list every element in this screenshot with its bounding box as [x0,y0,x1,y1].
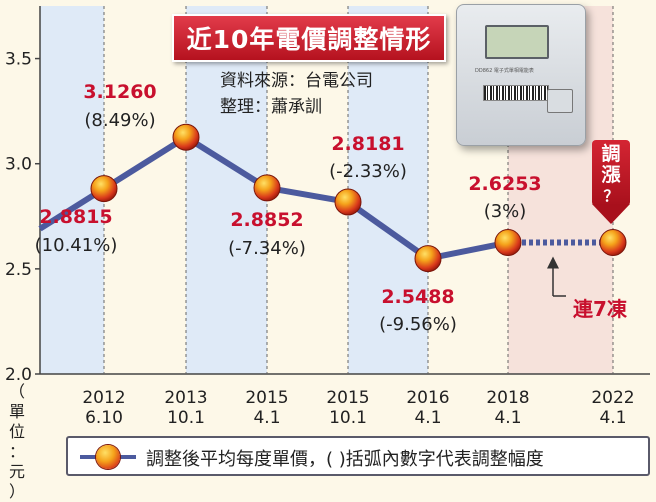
callout-char: 調 [601,143,621,165]
raise-callout: 調漲？ [592,140,630,226]
x-tick-line: 2018 [486,388,529,408]
unit-char: ） [8,482,25,501]
change-label: (8.49%) [84,110,155,131]
source-block: 資料來源：台電公司 整理：蕭承訓 [220,68,373,120]
unit-char: 元 [8,462,25,481]
x-tick-label: 2018 4.1 [486,388,529,428]
value-label: 2.5488 [381,286,454,308]
x-tick-line: 10.1 [167,408,205,428]
callout-text: 調漲？ [592,144,630,207]
data-marker [90,175,118,203]
x-tick-line: 6.10 [85,408,123,428]
unit-char: （ [8,382,25,401]
x-tick-line: 2022 [591,388,634,408]
data-marker [334,188,362,216]
y-tick-label: 3.5 [5,50,32,70]
column-band [186,6,267,374]
source-line: 資料來源：台電公司 [220,71,373,91]
x-tick-line: 4.1 [599,408,626,428]
x-tick-line: 10.1 [329,408,367,428]
x-tick-line: 2015 [245,388,288,408]
editor-line: 整理：蕭承訓 [220,97,322,117]
x-tick-label: 2015 10.1 [326,388,369,428]
legend: 調整後平均每度單價，( )括弧內數字代表調整幅度 [66,436,650,476]
value-label: 2.8852 [230,209,303,231]
title-banner: 近10年電價調整情形 [172,14,446,62]
x-tick-label: 2015 4.1 [245,388,288,428]
value-label: 2.6253 [468,173,541,195]
data-marker [414,245,442,273]
value-label: 3.1260 [83,81,156,103]
change-label: (-9.56%) [379,314,457,335]
change-label: (-7.34%) [228,238,306,259]
callout-arrow-icon [592,204,630,224]
y-tick-label: 3.0 [5,155,32,175]
x-tick-line: 4.1 [414,408,441,428]
data-marker [599,229,627,257]
x-tick-line: 2016 [406,388,449,408]
x-tick-line: 2015 [326,388,369,408]
freeze-arrow-head-icon [547,256,559,269]
column-band [348,6,428,374]
data-marker [494,229,522,257]
y-tick-label: 2.5 [5,260,32,280]
legend-text: 調整後平均每度單價，( )括弧內數字代表調整幅度 [146,449,544,470]
change-label: (10.41%) [35,235,118,256]
change-label: (-2.33%) [329,161,407,182]
x-tick-label: 2022 4.1 [591,388,634,428]
change-label: (3%) [484,201,527,222]
meter-barcode [483,85,549,101]
x-tick-line: 2012 [82,388,125,408]
value-label: 2.8181 [331,133,404,155]
value-label: 2.8815 [39,206,112,228]
meter-ports [547,89,573,113]
x-tick-label: 2012 6.10 [82,388,125,428]
x-tick-label: 2016 4.1 [406,388,449,428]
unit-char: 位 [8,422,25,441]
callout-char: 漲 [601,164,621,186]
x-tick-line: 4.1 [253,408,280,428]
freeze-label: 連7凍 [573,297,628,321]
meter-screen [485,25,549,59]
unit-label: （單位：元） [6,382,28,502]
y-tick-label: 2.0 [5,365,32,385]
data-marker [253,174,281,202]
x-tick-line: 4.1 [494,408,521,428]
electric-meter-image: DD862 電子式單相電能表 [456,4,586,146]
data-marker [172,123,200,151]
callout-box [592,140,630,206]
callout-char: ？ [603,187,619,205]
chart-title: 近10年電價調整情形 [186,25,432,54]
unit-char: 單 [8,402,25,421]
meter-caption: DD862 電子式單相電能表 [475,68,534,74]
unit-char: ： [8,442,25,461]
x-tick-label: 2013 10.1 [164,388,207,428]
legend-marker-icon [96,445,120,469]
x-tick-line: 2013 [164,388,207,408]
